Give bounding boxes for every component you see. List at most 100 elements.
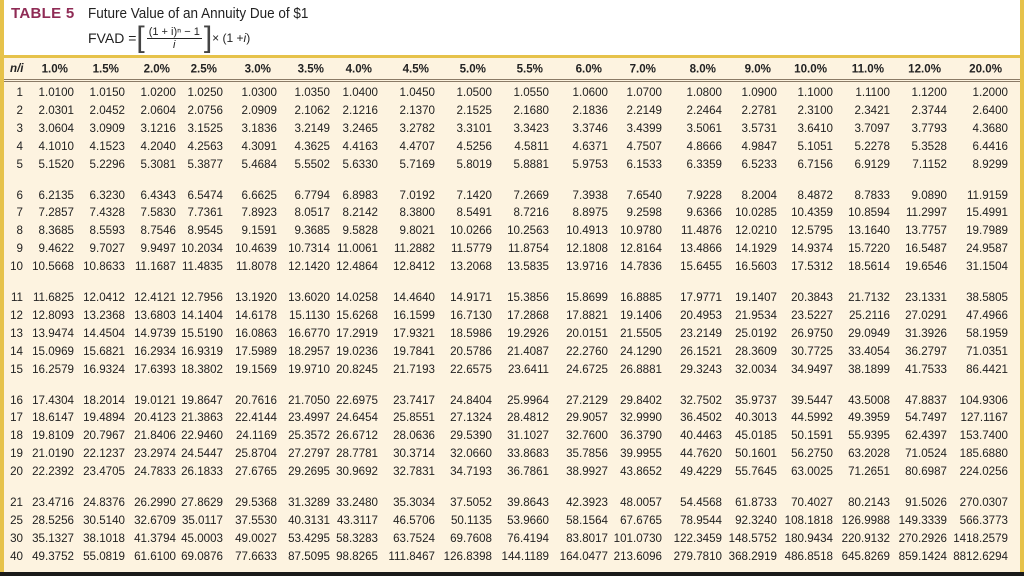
- row-label: 30: [10, 531, 23, 545]
- table-cell: 12.4121: [134, 291, 176, 304]
- table-cell: 17.4304: [32, 393, 74, 407]
- formula-i: i: [243, 31, 247, 45]
- table-cell: 9.5828: [342, 224, 378, 238]
- table-cell: 17.5312: [791, 260, 833, 274]
- table-cell: 15.1130: [288, 308, 330, 322]
- table-cell: 47.8837: [905, 393, 947, 407]
- table-cell: 6.1533: [626, 157, 662, 171]
- table-cell: 71.2651: [848, 465, 890, 479]
- row-label: 5: [16, 157, 23, 171]
- table-cell: 18.2014: [83, 393, 125, 407]
- table-cell: 2.1525: [456, 103, 492, 117]
- table-cell: 10.0266: [450, 224, 492, 238]
- table-cell: 71.0351: [966, 344, 1008, 358]
- table-cell: 26.6712: [336, 429, 378, 443]
- row-label: 8: [16, 224, 23, 238]
- table-cell: 4.3680: [972, 121, 1008, 135]
- table-cell: 54.7497: [905, 411, 947, 425]
- formula-lhs: FVAD =: [88, 30, 137, 46]
- row-label: 17: [10, 411, 23, 425]
- table-cell: 19.1407: [735, 291, 777, 304]
- table-cell: 11.8754: [507, 242, 549, 256]
- table-cell: 2.1680: [513, 103, 549, 117]
- table-cell: 12.0412: [83, 291, 125, 304]
- table-cell: 19.6546: [905, 260, 947, 274]
- table-cell: 7.7361: [187, 206, 223, 220]
- table-cell: 7.1420: [456, 188, 492, 202]
- table-cell: 5.8881: [513, 157, 549, 171]
- table-cell: 16.7130: [450, 308, 492, 322]
- table-cell: 43.8652: [620, 465, 662, 479]
- table-cell: 71.0524: [905, 447, 947, 461]
- table-cell: 32.7831: [393, 465, 435, 479]
- table-cell: 34.9497: [791, 362, 833, 376]
- table-cell: 6.3230: [89, 188, 125, 202]
- table-cell: 56.2750: [791, 447, 833, 461]
- table-cell: 13.6020: [288, 291, 330, 304]
- table-cell: 18.5614: [848, 260, 890, 274]
- table-cell: 15.0969: [32, 344, 74, 358]
- table-cell: 11.8078: [235, 260, 277, 274]
- table-cell: 63.7524: [393, 531, 435, 545]
- table-cell: 566.3773: [959, 513, 1008, 527]
- table-cell: 11.5779: [450, 242, 492, 256]
- table-cell: 25.9964: [507, 393, 549, 407]
- table-cell: 12.7956: [181, 291, 223, 304]
- table-cell: 10.4639: [235, 242, 277, 256]
- table-cell: 22.6575: [450, 362, 492, 376]
- table-cell: 15.6821: [83, 344, 125, 358]
- formula-close: ): [246, 31, 251, 45]
- table-cell: 13.9716: [566, 260, 608, 274]
- table-cell: 220.9132: [841, 531, 890, 545]
- table-cell: 42.3923: [566, 496, 608, 509]
- table-cell: 4.3091: [241, 139, 277, 153]
- table-cell: 7.4328: [89, 206, 125, 220]
- table-cell: 32.7600: [566, 429, 608, 443]
- table-cell: 24.1290: [620, 344, 662, 358]
- table-cell: 3.4399: [626, 121, 662, 135]
- table-cell: 5.3528: [911, 139, 947, 153]
- table-cell: 30.9692: [336, 465, 378, 479]
- table-cell: 6.3359: [686, 157, 722, 171]
- table-cell: 17.9771: [680, 291, 722, 304]
- table-cell: 8.5491: [456, 206, 492, 220]
- table-cell: 8.0517: [294, 206, 330, 220]
- table-cell: 20.7967: [83, 429, 125, 443]
- table-cell: 3.3746: [572, 121, 608, 135]
- row-label: 19: [10, 447, 23, 461]
- table-cell: 5.6330: [342, 157, 378, 171]
- table-cell: 16.9324: [83, 362, 125, 376]
- row-label: 16: [10, 393, 23, 407]
- table-cell: 4.3625: [294, 139, 330, 153]
- table-cell: 7.8923: [241, 206, 277, 220]
- table-cell: 1.1100: [855, 86, 890, 99]
- column-header: 2.0%: [143, 62, 170, 76]
- table-cell: 5.2296: [89, 157, 125, 171]
- table-cell: 4.6371: [572, 139, 608, 153]
- table-cell: 38.5805: [966, 291, 1008, 304]
- table-cell: 11.1687: [134, 260, 176, 274]
- table-cell: 23.6411: [507, 362, 549, 376]
- table-cell: 2.1370: [399, 103, 435, 117]
- table-cell: 14.1929: [735, 242, 777, 256]
- table-cell: 19.1569: [235, 362, 277, 376]
- column-header: 1.0%: [41, 62, 68, 76]
- column-header: 3.0%: [244, 62, 271, 76]
- table-cell: 5.3081: [140, 157, 176, 171]
- table-cell: 4.4707: [399, 139, 435, 153]
- table-cell: 24.8376: [83, 496, 125, 509]
- table-cell: 50.1601: [735, 447, 777, 461]
- table-cell: 16.5487: [905, 242, 947, 256]
- table-cell: 126.8398: [443, 549, 492, 563]
- table-cell: 38.1899: [848, 362, 890, 376]
- table-cell: 48.0057: [620, 496, 662, 509]
- table-cell: 14.4504: [83, 326, 125, 340]
- table-cell: 27.8629: [181, 496, 223, 509]
- table-cell: 4.5256: [456, 139, 492, 153]
- table-cell: 9.7027: [89, 242, 125, 256]
- table-cell: 6.9129: [854, 157, 890, 171]
- table-cell: 15.7220: [848, 242, 890, 256]
- table-cell: 23.5227: [791, 308, 833, 322]
- table-cell: 8.3800: [399, 206, 435, 220]
- table-cell: 16.8885: [620, 291, 662, 304]
